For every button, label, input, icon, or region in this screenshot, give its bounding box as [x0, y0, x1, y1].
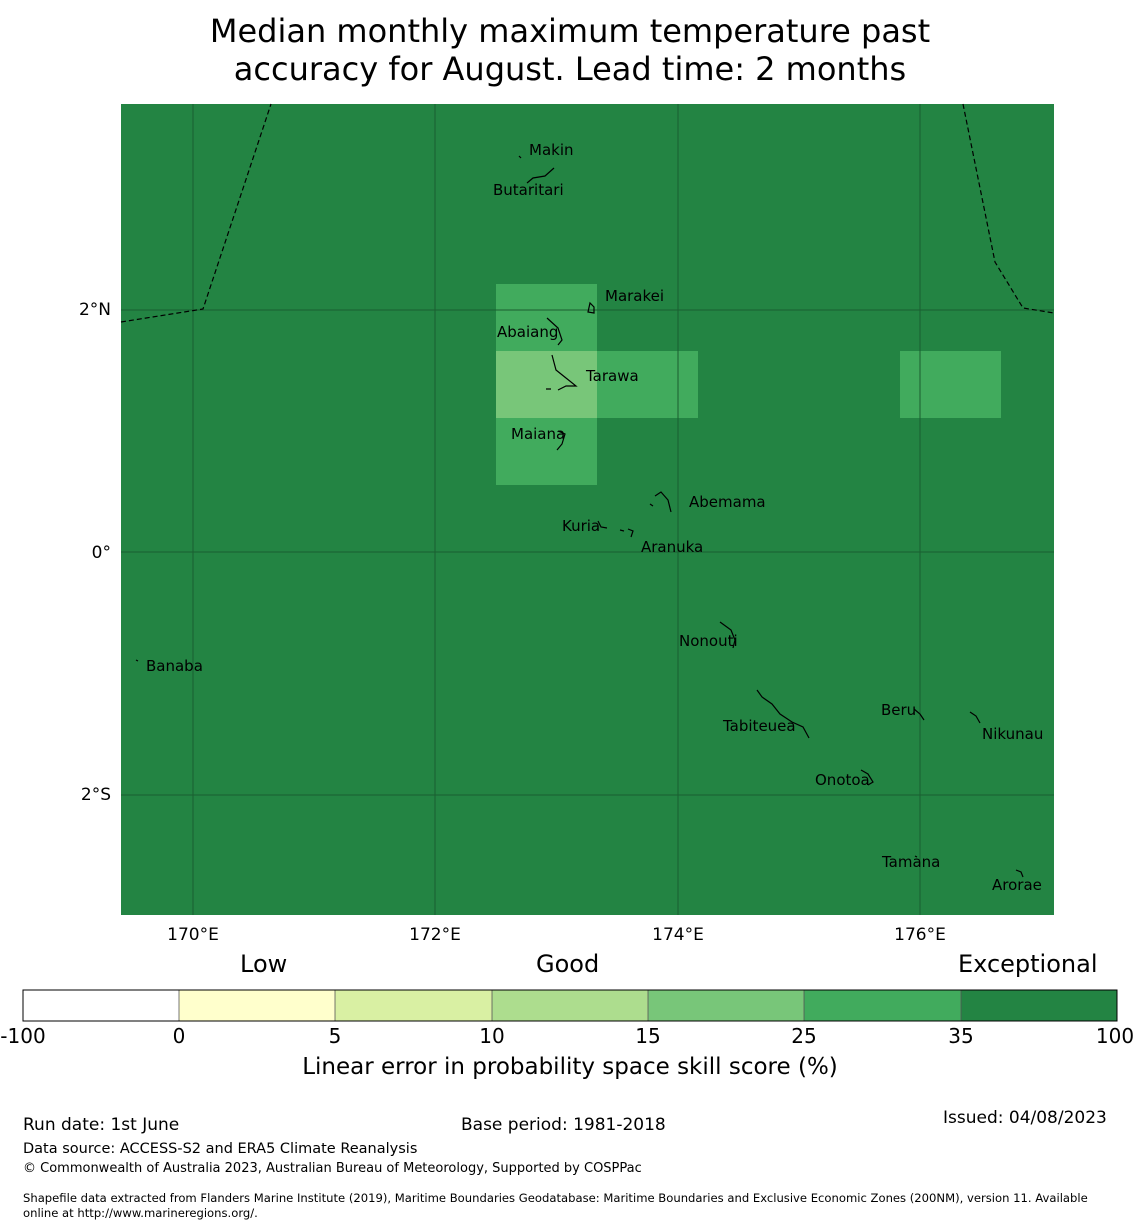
island-label-nonouti: Nonouti: [679, 632, 738, 650]
eez-boundary-west: [120, 103, 272, 323]
copyright-notice: © Commonwealth of Australia 2023, Austra…: [23, 1161, 642, 1176]
island-outline-makin: [518, 155, 522, 159]
colorbar-segment: [335, 990, 492, 1021]
category-label-exceptional: Exceptional: [958, 950, 1098, 978]
lat-tick-label: 2°S: [81, 785, 111, 805]
island-label-maiana: Maiana: [511, 425, 565, 443]
skill-cell: [496, 284, 597, 351]
eez-boundary-east: [962, 103, 1055, 314]
skill-cell: [496, 418, 597, 485]
eez-boundaries: [120, 103, 1055, 323]
colorbar-tick-label: 0: [172, 1024, 186, 1048]
island-outline-banaba: [135, 659, 139, 662]
colorbar-tick-label: 15: [635, 1024, 661, 1048]
skill-cell: [496, 351, 597, 418]
colorbar-frame: [22, 989, 1118, 1022]
island-label-makin: Makin: [529, 141, 574, 159]
island-outline-beru: [913, 708, 925, 721]
island-label-nikunau: Nikunau: [982, 725, 1043, 743]
shapefile-credit-line-2: online at http://www.marineregions.org/.: [23, 1206, 258, 1220]
island-label-onotoa: Onotoa: [815, 771, 870, 789]
colorbar-tick-label: -100: [0, 1024, 46, 1048]
colorbar-segment: [804, 990, 961, 1021]
island-label-tabiteuea: Tabiteuea: [722, 717, 796, 735]
colorbar-dividers: [178, 990, 962, 1021]
lon-tick-label: 170°E: [167, 925, 219, 945]
run-date: Run date: 1st June: [23, 1115, 180, 1135]
lon-tick-label: 176°E: [894, 925, 946, 945]
island-outline-tamana: [914, 855, 918, 858]
island-labels: Makin Butaritari Marakei Abaiang Tarawa …: [146, 141, 1043, 894]
colorbar-segment: [23, 990, 179, 1021]
island-outline-nonouti: [719, 621, 736, 649]
skill-cell: [900, 351, 1001, 418]
island-label-kuria: Kuria: [562, 517, 600, 535]
skill-cell: [597, 351, 698, 418]
island-outline-aranuka: [619, 528, 634, 538]
island-label-tamana: Tamana: [881, 853, 940, 871]
island-outlines: [135, 155, 1024, 878]
colorbar-segment: [492, 990, 648, 1021]
lon-tick-label: 174°E: [652, 925, 704, 945]
colorbar-segment: [961, 990, 1117, 1021]
island-label-abemama: Abemama: [689, 493, 766, 511]
colorbar: [22, 989, 1118, 1022]
lat-tick-label: 2°N: [79, 300, 111, 320]
colorbar-tick-label: 35: [948, 1024, 974, 1048]
axis-labels: 170°E 172°E 174°E 176°E 2°N 0° 2°S: [79, 300, 946, 945]
data-source: Data source: ACCESS-S2 and ERA5 Climate …: [23, 1141, 418, 1157]
island-label-arorae: Arorae: [992, 876, 1042, 894]
island-outline-arorae: [1015, 869, 1024, 878]
graticule: [121, 104, 1054, 915]
island-label-aranuka: Aranuka: [641, 538, 703, 556]
island-outline-tabiteuea: [756, 689, 810, 739]
colorbar-tick-label: 25: [791, 1024, 817, 1048]
island-label-abaiang: Abaiang: [497, 323, 558, 341]
island-label-banaba: Banaba: [146, 657, 203, 675]
island-outline-nikunau: [969, 711, 981, 724]
issued-date: Issued: 04/08/2023: [943, 1108, 1107, 1128]
map-title-line-1: Median monthly maximum temperature past: [209, 12, 931, 50]
lon-tick-label: 172°E: [409, 925, 461, 945]
island-outline-maiana: [556, 430, 566, 451]
colorbar-title: Linear error in probability space skill …: [302, 1054, 838, 1080]
colorbar-tick-label: 10: [479, 1024, 505, 1048]
map-background: [121, 104, 1054, 915]
island-outline-abaiang: [546, 317, 563, 346]
island-label-butaritari: Butaritari: [493, 181, 564, 199]
island-outline-kuria: [597, 520, 608, 529]
category-label-good: Good: [536, 950, 600, 978]
colorbar-segment: [179, 990, 335, 1021]
map-title-line-2: accuracy for August. Lead time: 2 months: [233, 50, 907, 88]
island-outline-tarawa: [546, 354, 578, 391]
island-label-tarawa: Tarawa: [585, 367, 639, 385]
island-outline-abemama: [649, 491, 672, 513]
island-label-beru: Beru: [881, 701, 916, 719]
shapefile-credit-line-1: Shapefile data extracted from Flanders M…: [23, 1191, 1088, 1205]
island-label-marakei: Marakei: [605, 287, 664, 305]
colorbar-segment: [648, 990, 804, 1021]
island-outline-onotoa: [860, 769, 874, 786]
island-outline-butaritari: [526, 167, 555, 184]
island-outline-marakei: [587, 301, 595, 314]
lat-tick-label: 0°: [92, 543, 111, 563]
base-period: Base period: 1981-2018: [461, 1115, 666, 1135]
colorbar-tick-label: 100: [1095, 1024, 1135, 1048]
category-label-low: Low: [240, 950, 288, 978]
colorbar-tick-label: 5: [328, 1024, 342, 1048]
